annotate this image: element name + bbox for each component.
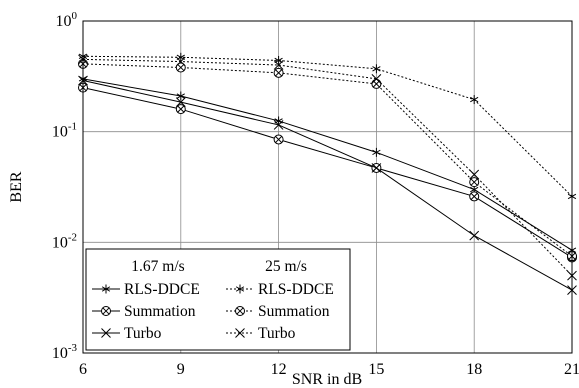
legend-label: Summation (258, 303, 330, 320)
series-6-point (371, 74, 382, 84)
series-6-point (273, 60, 284, 70)
series-1-point (372, 147, 381, 157)
marker-stroke (102, 307, 110, 315)
marker-stroke (177, 63, 185, 72)
series-2-point (469, 191, 480, 202)
marker-stroke (235, 328, 245, 338)
series-5-point (469, 177, 480, 188)
marker-stroke (372, 80, 380, 88)
series-5-point (371, 78, 382, 89)
series-line-3 (82, 80, 573, 291)
series-2-point (273, 134, 284, 145)
x-tick-label: 6 (79, 361, 87, 378)
marker-stroke (175, 97, 186, 107)
y-tick-label: 10-3 (52, 342, 78, 362)
legend-label: Summation (124, 303, 196, 320)
legend-label: RLS-DDCE (124, 281, 200, 298)
marker-stroke (371, 163, 382, 173)
x-axis-title: SNR in dB (292, 371, 362, 388)
marker-stroke (469, 169, 480, 180)
series-5-point (273, 67, 284, 78)
marker-stroke (469, 230, 480, 241)
series-6-point (175, 56, 186, 67)
marker-stroke (176, 93, 185, 99)
tick-labels: 6 9 12 15 18 21 100 10-1 10-2 10-3 (52, 10, 579, 378)
legend-label: Turbo (258, 325, 296, 342)
marker-stroke (273, 120, 284, 130)
legend: 1.67 m/s 25 m/s RLS-DDCE Summation Turbo RLS-… (85, 248, 351, 351)
y-axis-title: BER (8, 171, 25, 202)
marker-stroke (175, 56, 186, 67)
series-3-point (175, 97, 186, 107)
series-2-point (175, 104, 186, 115)
x-tick-label: 9 (177, 361, 185, 378)
y-tick-label: 10-2 (52, 231, 77, 251)
marker-stroke (235, 286, 245, 292)
series-line-6 (82, 58, 573, 276)
marker-stroke (371, 74, 382, 84)
y-tick-label: 10-1 (52, 121, 77, 141)
legend-header: 25 m/s (265, 258, 307, 275)
marker-stroke (101, 286, 111, 292)
series-line-2 (82, 87, 573, 258)
plot-frame (82, 20, 573, 354)
marker-stroke (470, 186, 479, 193)
legend-marker (235, 306, 245, 316)
legend-marker (101, 306, 111, 316)
legend-label: Turbo (124, 325, 162, 342)
legend-marker (101, 328, 111, 338)
legend-marker (101, 284, 111, 294)
marker-stroke (470, 96, 479, 103)
series-3-point (469, 230, 480, 241)
legend-marker (235, 328, 245, 338)
marker-stroke (236, 307, 244, 315)
series-3-point (371, 163, 382, 173)
series-4-point (372, 64, 381, 74)
series-6-point (469, 169, 480, 180)
y-tick-label: 100 (56, 10, 78, 30)
x-tick-label: 18 (466, 361, 482, 378)
marker-stroke (273, 60, 284, 70)
marker-stroke (372, 66, 381, 72)
series-line-5 (82, 63, 573, 257)
marker-stroke (177, 105, 185, 113)
x-tick-label: 12 (271, 361, 287, 378)
legend-marker (235, 284, 245, 294)
marker-stroke (470, 192, 478, 200)
marker-stroke (275, 135, 283, 144)
legend-box (85, 248, 351, 351)
legend-header: 1.67 m/s (131, 258, 184, 275)
series-3-point (273, 120, 284, 130)
x-tick-label: 21 (564, 361, 579, 378)
series-5-point (175, 62, 186, 73)
marker-stroke (275, 69, 283, 77)
marker-stroke (470, 178, 478, 186)
series-line-4 (82, 55, 573, 197)
series-1-point (176, 91, 185, 101)
series-line-1 (82, 78, 573, 251)
legend-label: RLS-DDCE (258, 281, 334, 298)
series-4-point (470, 95, 479, 105)
x-tick-label: 15 (368, 361, 384, 378)
marker-stroke (372, 149, 381, 156)
marker-stroke (101, 328, 111, 338)
